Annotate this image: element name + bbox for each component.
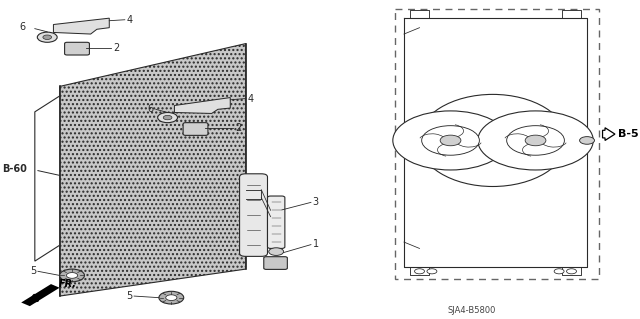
- Circle shape: [415, 269, 424, 274]
- FancyBboxPatch shape: [264, 257, 287, 269]
- Circle shape: [43, 35, 52, 40]
- FancyBboxPatch shape: [268, 196, 285, 249]
- Text: 1: 1: [313, 239, 319, 249]
- Circle shape: [60, 269, 84, 282]
- Polygon shape: [175, 98, 230, 114]
- Text: 2: 2: [113, 43, 119, 53]
- Circle shape: [427, 269, 437, 274]
- Text: 6: 6: [19, 22, 26, 32]
- Text: 5: 5: [126, 291, 132, 301]
- Circle shape: [163, 115, 172, 120]
- Text: B-60: B-60: [2, 164, 27, 174]
- Circle shape: [580, 137, 595, 144]
- Circle shape: [393, 111, 508, 170]
- Circle shape: [37, 32, 57, 42]
- Polygon shape: [60, 44, 246, 296]
- Circle shape: [554, 269, 564, 274]
- Circle shape: [478, 111, 593, 170]
- FancyArrow shape: [602, 128, 615, 140]
- Text: 3: 3: [313, 197, 319, 207]
- Circle shape: [507, 126, 564, 155]
- Bar: [395, 9, 600, 278]
- Circle shape: [67, 272, 77, 278]
- Circle shape: [159, 291, 184, 304]
- Ellipse shape: [419, 94, 567, 187]
- Circle shape: [166, 295, 177, 300]
- FancyBboxPatch shape: [239, 174, 268, 256]
- Text: B-5: B-5: [618, 129, 639, 139]
- FancyBboxPatch shape: [65, 42, 90, 55]
- Polygon shape: [53, 18, 109, 34]
- Text: 6: 6: [147, 104, 154, 114]
- Text: SJA4-B5800: SJA4-B5800: [447, 306, 496, 315]
- Circle shape: [422, 126, 479, 155]
- Circle shape: [525, 135, 546, 146]
- FancyArrow shape: [21, 284, 60, 306]
- Circle shape: [269, 248, 284, 256]
- FancyBboxPatch shape: [183, 123, 208, 135]
- Text: 2: 2: [236, 123, 241, 133]
- Polygon shape: [35, 96, 60, 261]
- Text: 4: 4: [127, 15, 132, 25]
- Circle shape: [440, 135, 461, 146]
- Text: 4: 4: [248, 93, 254, 104]
- Circle shape: [566, 269, 577, 274]
- Text: 5: 5: [30, 266, 36, 276]
- Circle shape: [157, 113, 177, 123]
- Text: FR.: FR.: [58, 279, 76, 290]
